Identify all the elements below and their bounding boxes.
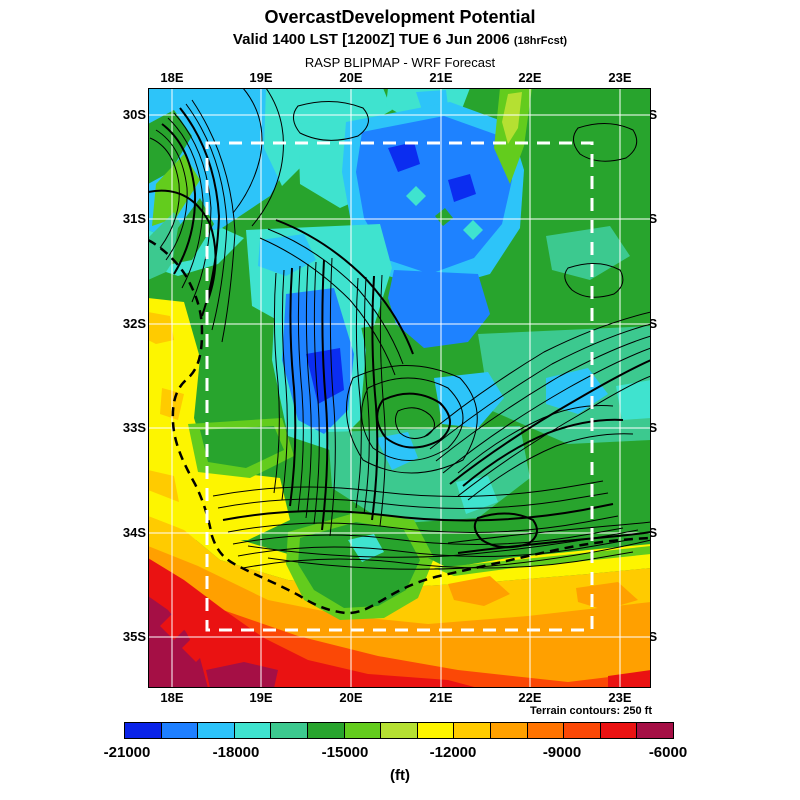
lon-tick-bottom: 19E: [249, 690, 273, 705]
forecast-map-svg: [148, 88, 651, 688]
inner-domain-box: [205, 141, 594, 632]
lon-tick-top: 18E: [160, 70, 184, 85]
lon-tick-bottom: 23E: [608, 690, 632, 705]
valid-time-text: Valid 1400 LST [1200Z] TUE 6 Jun 2006: [232, 31, 510, 48]
lon-tick-top: 21E: [429, 70, 453, 85]
lat-tick-left: 35S: [122, 629, 146, 644]
colorbar-cell: [526, 723, 564, 738]
lat-tick-left: 31S: [122, 211, 146, 226]
colorbar-tick: -6000: [648, 744, 688, 761]
lat-tick-left: 30S: [122, 107, 146, 122]
forecast-offset-tag: (18hrFcst): [513, 35, 568, 47]
lat-tick-left: 33S: [122, 420, 146, 435]
colorbar-tick: -12000: [429, 744, 477, 761]
lon-tick-bottom: 22E: [518, 690, 542, 705]
colorbar-cell: [306, 723, 344, 738]
colorbar-cell: [343, 723, 381, 738]
colorbar-cell: [416, 723, 454, 738]
lat-tick-left: 34S: [122, 525, 146, 540]
coastline: [148, 238, 651, 615]
colorbar-tick: -15000: [321, 744, 369, 761]
map-frame: [148, 88, 651, 688]
colorbar-cell: [125, 723, 161, 738]
lon-tick-top: 19E: [249, 70, 273, 85]
colorbar-cell: [563, 723, 600, 738]
colorbar-units-label: (ft): [390, 767, 410, 784]
colorbar-cell: [197, 723, 234, 738]
model-source-line: RASP BLIPMAP - WRF Forecast: [304, 55, 496, 70]
forecast-map: [148, 88, 651, 688]
colorbar-cell: [599, 723, 637, 738]
colorbar-cell: [453, 723, 490, 738]
colorbar-cell: [380, 723, 417, 738]
colorbar-tick: -18000: [212, 744, 260, 761]
grid-lines: [148, 88, 651, 688]
lon-tick-top: 23E: [608, 70, 632, 85]
lon-tick-bottom: 20E: [339, 690, 363, 705]
colorbar: [124, 722, 674, 739]
terrain-contours: [148, 88, 651, 570]
colorbar-cell: [270, 723, 307, 738]
terrain-contours-note: Terrain contours: 250 ft: [529, 705, 652, 717]
lon-tick-bottom: 18E: [160, 690, 184, 705]
colorbar-cell: [636, 723, 673, 738]
lon-tick-top: 22E: [518, 70, 542, 85]
page-title: OvercastDevelopment Potential: [264, 7, 536, 27]
valid-time-line: Valid 1400 LST [1200Z] TUE 6 Jun 2006 (1…: [0, 31, 800, 48]
colorbar-cell: [160, 723, 198, 738]
lon-tick-bottom: 21E: [429, 690, 453, 705]
lon-tick-top: 20E: [339, 70, 363, 85]
colorbar-cell: [233, 723, 271, 738]
colorbar-tick: -21000: [103, 744, 151, 761]
fill-regions: [148, 88, 651, 688]
colorbar-cell: [489, 723, 527, 738]
colorbar-tick: -9000: [542, 744, 582, 761]
lat-tick-left: 32S: [122, 316, 146, 331]
